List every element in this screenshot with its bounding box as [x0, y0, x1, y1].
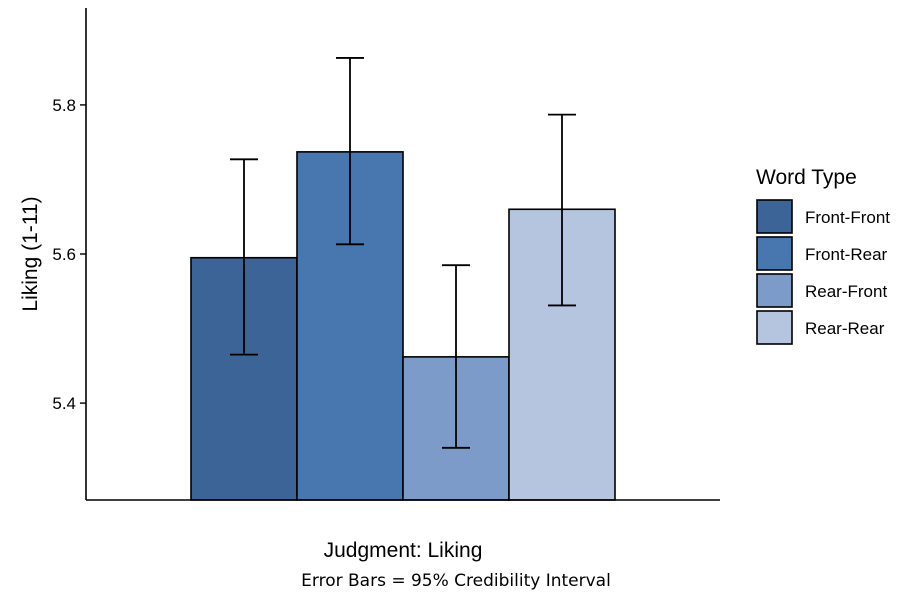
- y-tick-label: 5.4: [52, 394, 76, 413]
- legend-label-rear-front: Rear-Front: [805, 282, 887, 301]
- legend-label-rear-rear: Rear-Rear: [805, 319, 885, 338]
- legend: Word Type Front-Front Front-Rear Rear-Fron…: [756, 166, 890, 345]
- legend-swatch-front-rear: [756, 236, 793, 271]
- x-axis-title: Judgment: Liking: [324, 539, 483, 562]
- y-tick-label: 5.6: [52, 245, 76, 264]
- caption: Error Bars = 95% Credibility Interval: [301, 571, 611, 591]
- legend-swatch-front-front: [756, 199, 793, 234]
- legend-label-front-front: Front-Front: [805, 208, 890, 227]
- legend-swatch-rear-front: [756, 273, 793, 308]
- error-bar-rear-rear: [548, 113, 576, 307]
- error-bar-front-front: [230, 158, 258, 356]
- error-bar-front-rear: [336, 57, 364, 246]
- y-tick-label: 5.8: [52, 96, 76, 115]
- legend-swatch-rear-rear: [756, 310, 793, 345]
- y-axis-title: Liking (1-11): [19, 196, 42, 311]
- error-bars-layer: [230, 57, 576, 449]
- bars-layer: [190, 151, 616, 501]
- legend-title: Word Type: [756, 166, 857, 189]
- error-bar-rear-front: [442, 264, 470, 449]
- legend-items: Front-Front Front-Rear Rear-Front Rear-Rear: [756, 199, 890, 345]
- y-ticks: 5.4 5.6 5.8: [52, 96, 86, 413]
- legend-label-front-rear: Front-Rear: [805, 245, 888, 264]
